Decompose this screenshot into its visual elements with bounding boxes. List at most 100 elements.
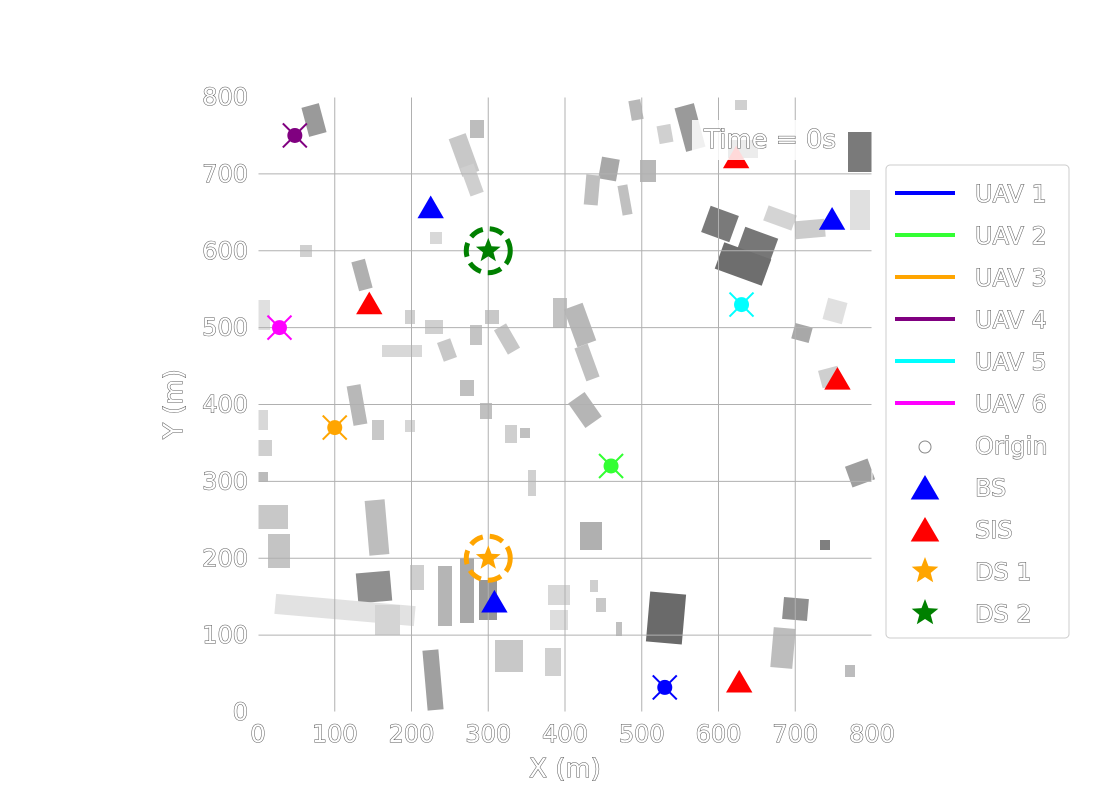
building-footprint: [590, 580, 598, 592]
building-footprint: [258, 300, 270, 330]
building-footprint: [845, 665, 855, 677]
destination-ring: [463, 226, 513, 276]
building-footprint: [422, 649, 444, 711]
time-annotation: Time = 0s: [692, 120, 848, 160]
sis-marker: [356, 291, 383, 315]
legend-entry: UAV 3: [895, 264, 1047, 293]
building-footprint: [763, 205, 797, 231]
building-footprint: [645, 591, 687, 645]
legend-triangle-swatch: [910, 516, 940, 542]
building-footprint: [563, 302, 597, 348]
legend-label: BS: [975, 474, 1006, 502]
legend-entry: DS 1: [911, 557, 1032, 587]
legend-label: UAV 5: [975, 348, 1047, 376]
uav-origin-marker: [598, 453, 624, 479]
legend-label: UAV 3: [975, 264, 1047, 292]
x-tick-label: 400: [542, 720, 588, 748]
building-footprint: [822, 297, 848, 325]
legend-entry: UAV 4: [895, 306, 1047, 335]
uav-origin-marker: [728, 291, 755, 318]
building-footprint: [714, 242, 772, 286]
building-footprint: [770, 627, 796, 669]
building-footprint: [628, 99, 644, 121]
legend-label: UAV 6: [975, 390, 1047, 418]
building-footprint: [480, 403, 492, 419]
building-footprint: [548, 585, 570, 605]
building-footprint: [405, 310, 415, 324]
uav-origin-dot: [327, 420, 343, 436]
legend-label: DS 1: [975, 558, 1032, 586]
building-footprint: [382, 345, 422, 357]
building-footprint: [617, 184, 633, 216]
destination-star: [475, 237, 501, 262]
legend-star-swatch: [911, 557, 939, 583]
building-footprint: [583, 174, 601, 206]
uav-origin-dot: [271, 320, 287, 336]
building-footprint: [364, 499, 390, 556]
x-tick-label: 700: [772, 720, 818, 748]
legend-entry: UAV 2: [895, 222, 1047, 251]
building-footprint: [258, 440, 272, 456]
building-footprint: [848, 132, 872, 172]
building-footprint: [844, 458, 876, 488]
time-label: Time = 0s: [703, 125, 836, 155]
y-tick-labels: 0 100 200 300 400 500 600 700 800: [202, 83, 249, 727]
legend-entry: Origin: [918, 432, 1048, 461]
destination-ring: [463, 533, 513, 583]
legend-triangle-swatch: [910, 474, 940, 500]
uav-origin-marker: [652, 674, 678, 701]
building-footprint: [505, 425, 517, 443]
building-footprint: [355, 570, 393, 604]
building-footprint: [553, 298, 567, 328]
building-footprint: [574, 343, 600, 382]
uav-origin-marker: [266, 314, 293, 341]
building-footprint: [616, 622, 622, 636]
plot-area-frame: [257, 96, 873, 713]
building-footprint: [470, 120, 484, 138]
sis-marker: [824, 366, 851, 390]
building-footprint: [375, 605, 400, 635]
building-footprint: [258, 505, 288, 529]
building-footprint: [568, 391, 602, 429]
x-tick-label: 200: [389, 720, 435, 748]
building-footprint: [437, 338, 457, 362]
y-tick-label: 0: [233, 698, 248, 726]
legend-label: DS 2: [975, 600, 1032, 628]
base-station-marker: [818, 207, 846, 230]
legend-label: UAV 1: [975, 180, 1047, 208]
building-footprint: [405, 420, 415, 432]
building-footprint: [596, 598, 606, 612]
legend-entry: SIS: [910, 516, 1013, 545]
building-footprint: [528, 470, 536, 496]
building-footprint: [598, 156, 620, 182]
sis-marker: [726, 669, 753, 693]
x-axis-label: X (m): [529, 754, 601, 784]
uav-origin-dot: [287, 127, 303, 143]
uav-origin-dot: [603, 458, 619, 474]
x-tick-label: 800: [849, 720, 895, 748]
building-footprint: [794, 218, 826, 240]
building-footprint: [258, 472, 268, 482]
y-tick-label: 600: [202, 237, 248, 265]
building-footprint: [460, 163, 484, 197]
legend-label: UAV 2: [975, 222, 1047, 250]
legend-circle-swatch: [918, 440, 932, 454]
building-footprint: [545, 648, 561, 676]
y-tick-label: 100: [202, 621, 248, 649]
x-tick-label: 600: [696, 720, 742, 748]
legend-star-swatch: [911, 599, 939, 625]
building-footprint: [493, 323, 521, 355]
legend-entry: BS: [910, 474, 1007, 503]
legend-entry: UAV 1: [895, 180, 1047, 209]
building-footprint: [735, 100, 747, 110]
building-footprint: [791, 322, 813, 344]
building-footprint: [580, 522, 602, 550]
building-footprint: [351, 258, 373, 292]
y-tick-label: 400: [202, 391, 248, 419]
building-footprint: [258, 410, 268, 430]
uav-origin-dot: [657, 679, 673, 695]
y-tick-label: 700: [202, 160, 248, 188]
legend-label: UAV 4: [975, 306, 1047, 334]
building-footprint: [485, 310, 499, 324]
